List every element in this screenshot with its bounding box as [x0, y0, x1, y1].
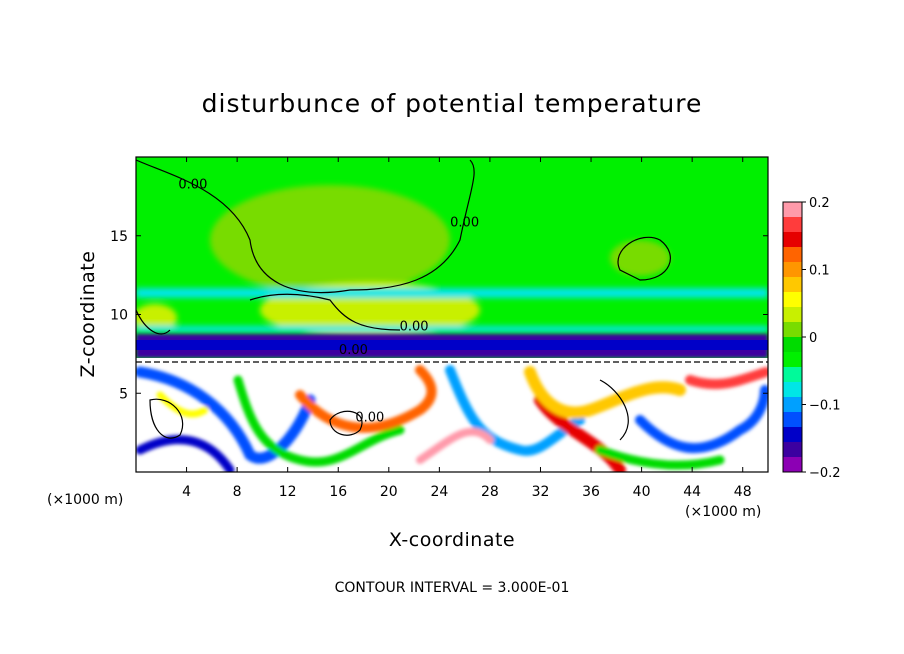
colorbar-swatch [783, 247, 802, 263]
colorbar-tick-label: 0 [809, 331, 817, 346]
x-axis-unit-left: (×1000 m) [47, 492, 123, 508]
chart-title: disturbunce of potential temperature [202, 89, 703, 118]
heatmap-field [136, 157, 768, 472]
colorbar-swatch [783, 352, 802, 368]
y-tick-label: 5 [119, 386, 128, 402]
x-axis-label: X-coordinate [389, 529, 515, 551]
colorbar-tick-label: 0.1 [809, 264, 830, 279]
colorbar-swatch [783, 292, 802, 308]
contour-label: 0.00 [339, 343, 368, 358]
colorbar-tick-label: −0.1 [809, 399, 841, 414]
y-axis-label: Z-coordinate [77, 251, 99, 378]
colorbar-swatch [783, 322, 802, 338]
x-tick-label: 4 [182, 484, 191, 500]
x-tick-label: 16 [329, 484, 347, 500]
colorbar-swatch [783, 382, 802, 398]
colorbar-swatch [783, 337, 802, 353]
x-tick-label: 40 [633, 484, 651, 500]
colorbar-swatch [783, 262, 802, 278]
x-tick-label: 28 [481, 484, 499, 500]
y-tick-label: 10 [110, 308, 128, 324]
x-axis-unit-right: (×1000 m) [685, 504, 761, 520]
y-tick-label: 15 [110, 229, 128, 245]
y-axis-ticks: 5 10 15 [110, 229, 768, 402]
colorbar-swatch [783, 427, 802, 443]
colorbar-swatch [783, 397, 802, 413]
x-tick-label: 24 [430, 484, 448, 500]
x-tick-label: 48 [734, 484, 752, 500]
colorbar-swatch [783, 202, 802, 218]
contour-label: 0.00 [355, 411, 384, 426]
colorbar-swatch [783, 307, 802, 323]
colorbar-swatch [783, 277, 802, 293]
contour-label: 0.00 [400, 319, 429, 334]
x-tick-label: 12 [279, 484, 297, 500]
colorbar-swatch [783, 412, 802, 428]
colorbar-swatch [783, 367, 802, 383]
colorbar-swatch [783, 442, 802, 458]
colorbar-tick-label: 0.2 [809, 196, 830, 211]
colorbar-swatch [783, 457, 802, 473]
contour-labels: 0.00 0.00 0.00 0.00 0.00 [178, 178, 479, 426]
colorbar-tick-label: −0.2 [809, 466, 841, 481]
colorbar-swatch [783, 232, 802, 248]
x-axis-ticks: 4 8 12 16 20 24 28 32 36 40 44 48 [182, 157, 752, 500]
colorbar: 0.2 0.1 0 −0.1 −0.2 [782, 196, 841, 481]
x-tick-label: 32 [532, 484, 550, 500]
x-tick-label: 44 [683, 484, 701, 500]
x-tick-label: 8 [233, 484, 242, 500]
contour-label: 0.00 [178, 178, 207, 193]
contour-interval-note: CONTOUR INTERVAL = 3.000E-01 [335, 580, 570, 596]
x-tick-label: 36 [582, 484, 600, 500]
colorbar-swatch [783, 217, 802, 233]
contour-label: 0.00 [450, 215, 479, 230]
x-tick-label: 20 [380, 484, 398, 500]
